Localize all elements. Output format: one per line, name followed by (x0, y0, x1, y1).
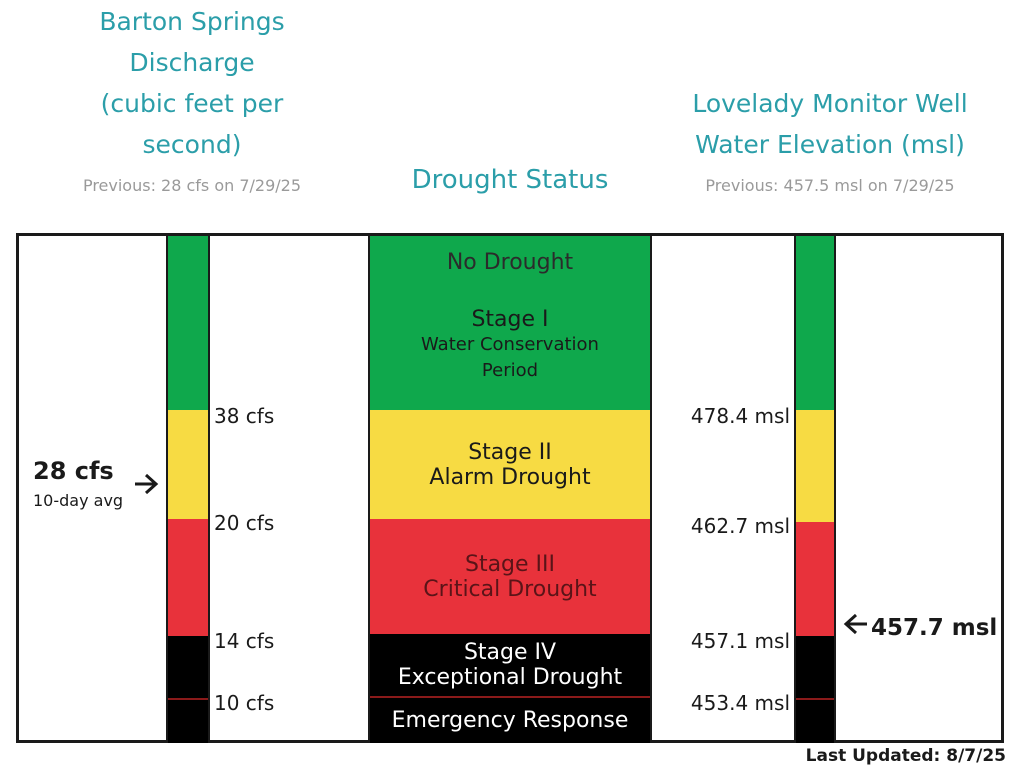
stage-4-label: Stage IV (463, 640, 557, 665)
discharge-bar (168, 236, 208, 743)
discharge-title-line: Discharge (129, 48, 255, 77)
bar-segment-yellow (168, 410, 208, 519)
current-elevation-value: 457.7 msl (871, 615, 998, 641)
discharge-title-line: (cubic feet per (100, 89, 284, 118)
stage-green-block: No Drought Stage I Water Conservation Pe… (370, 236, 650, 410)
discharge-title-line: second) (142, 130, 242, 159)
discharge-threshold-label: 20 cfs (214, 511, 275, 535)
discharge-bar-border (166, 236, 168, 743)
elevation-threshold-label: 478.4 msl (690, 404, 790, 428)
bar-segment-black (168, 636, 208, 743)
left-arrow-icon (843, 613, 867, 635)
bar-segment-yellow (796, 410, 834, 522)
elevation-threshold-label: 457.1 msl (690, 629, 790, 653)
stage-column-border (650, 236, 652, 743)
right-arrow-icon (135, 473, 159, 495)
elevation-bar-border (834, 236, 836, 743)
discharge-threshold-label: 10 cfs (214, 691, 275, 715)
elevation-bar-border (794, 236, 796, 743)
elevation-title-line: Lovelady Monitor Well (692, 89, 968, 118)
bar-segment-black (796, 636, 834, 743)
emergency-marker-line (370, 696, 650, 698)
discharge-threshold-label: 38 cfs (214, 404, 275, 428)
elevation-title-line: Water Elevation (msl) (695, 130, 965, 159)
discharge-previous: Previous: 28 cfs on 7/29/25 (82, 176, 302, 195)
discharge-threshold-label: 14 cfs (214, 629, 275, 653)
emergency-label: Emergency Response (391, 708, 629, 733)
stage-2-block: Stage II Alarm Drought (370, 410, 650, 519)
stage-3-label: Stage III (464, 551, 556, 577)
elevation-threshold-label: 462.7 msl (690, 514, 790, 538)
stage-1-label: Stage I (471, 307, 549, 332)
discharge-bar-border (208, 236, 210, 743)
emergency-block: Emergency Response (370, 698, 650, 743)
stage-3-block: Stage III Critical Drought (370, 519, 650, 634)
stage-2-label: Stage II (468, 439, 552, 465)
bar-segment-red (796, 522, 834, 636)
last-updated: Last Updated: 8/7/25 (805, 746, 1006, 766)
stage-1-sublabel: Water Conservation (421, 334, 599, 355)
current-discharge-value: 28 cfs (33, 457, 114, 485)
stage-no-drought-label: No Drought (446, 250, 574, 275)
elevation-bar (796, 236, 834, 743)
current-discharge-note: 10-day avg (33, 491, 124, 510)
stage-2-sublabel: Alarm Drought (429, 464, 591, 490)
stage-3-sublabel: Critical Drought (423, 576, 597, 602)
drought-stage-column: No Drought Stage I Water Conservation Pe… (370, 236, 650, 743)
elevation-threshold-label: 453.4 msl (690, 691, 790, 715)
bar-segment-red (168, 519, 208, 636)
stage-4-sublabel: Exceptional Drought (397, 665, 623, 690)
bar-segment-green (168, 236, 208, 410)
drought-status-title: Drought Status (411, 165, 609, 195)
elevation-previous: Previous: 457.5 msl on 7/29/25 (705, 176, 955, 195)
discharge-title-line: Barton Springs (99, 7, 285, 36)
discharge-header: Barton Springs Discharge (cubic feet per… (62, 1, 322, 165)
emergency-marker-line (168, 698, 208, 700)
bar-segment-green (796, 236, 834, 410)
stage-1-sublabel2: Period (481, 360, 539, 381)
stage-column-border (368, 236, 370, 743)
stage-4-block: Stage IV Exceptional Drought (370, 634, 650, 696)
elevation-header: Lovelady Monitor Well Water Elevation (m… (660, 83, 1000, 165)
emergency-marker-line (796, 698, 834, 700)
